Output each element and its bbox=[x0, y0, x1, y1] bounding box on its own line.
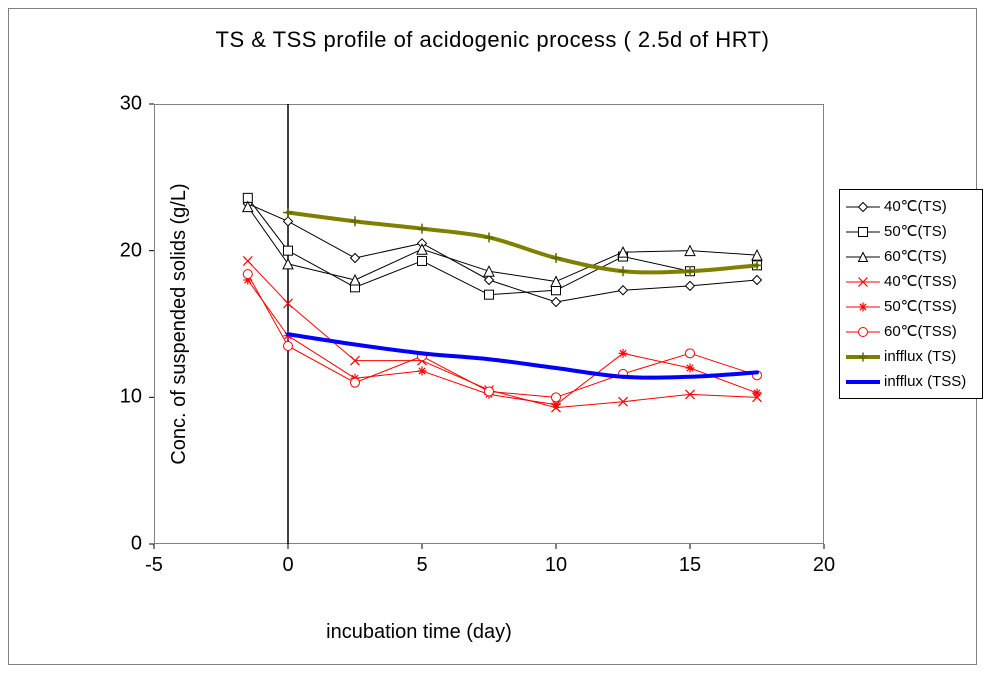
legend-swatch bbox=[846, 224, 880, 240]
y-tick-label: 20 bbox=[92, 239, 142, 262]
y-tick-label: 10 bbox=[92, 386, 142, 409]
x-tick-label: 15 bbox=[679, 554, 701, 577]
legend-item: 40℃(TSS) bbox=[846, 269, 976, 294]
legend-swatch bbox=[846, 324, 880, 340]
legend-item: 50℃(TSS) bbox=[846, 294, 976, 319]
legend-swatch bbox=[846, 199, 880, 215]
legend-swatch bbox=[846, 349, 880, 365]
legend-item: infflux (TSS) bbox=[846, 369, 976, 394]
legend-label: 60℃(TS) bbox=[884, 244, 947, 270]
x-tick-label: 5 bbox=[416, 554, 427, 577]
legend-item: 40℃(TS) bbox=[846, 194, 976, 219]
legend-label: 40℃(TS) bbox=[884, 194, 947, 220]
legend-label: infflux (TS) bbox=[884, 344, 956, 370]
plot-svg bbox=[144, 99, 834, 554]
x-tick-label: 0 bbox=[282, 554, 293, 577]
legend-label: 60℃(TSS) bbox=[884, 319, 957, 345]
legend-label: 50℃(TSS) bbox=[884, 294, 957, 320]
legend-swatch bbox=[846, 249, 880, 265]
legend-swatch bbox=[846, 299, 880, 315]
legend-item: 50℃(TS) bbox=[846, 219, 976, 244]
y-tick-label: 30 bbox=[92, 93, 142, 116]
legend: 40℃(TS)50℃(TS)60℃(TS)40℃(TSS)50℃(TSS)60℃… bbox=[839, 189, 983, 399]
chart-title: TS & TSS profile of acidogenic process (… bbox=[9, 27, 976, 53]
x-axis-label: incubation time (day) bbox=[9, 621, 829, 644]
legend-item: infflux (TS) bbox=[846, 344, 976, 369]
legend-label: 50℃(TS) bbox=[884, 219, 947, 245]
legend-item: 60℃(TSS) bbox=[846, 319, 976, 344]
legend-swatch bbox=[846, 274, 880, 290]
legend-swatch bbox=[846, 374, 880, 390]
x-tick-label: 20 bbox=[813, 554, 835, 577]
legend-label: infflux (TSS) bbox=[884, 369, 966, 395]
plot-area bbox=[154, 104, 824, 544]
chart-container: TS & TSS profile of acidogenic process (… bbox=[8, 8, 977, 665]
legend-label: 40℃(TSS) bbox=[884, 269, 957, 295]
legend-item: 60℃(TS) bbox=[846, 244, 976, 269]
x-tick-label: 10 bbox=[545, 554, 567, 577]
x-tick-label: -5 bbox=[145, 554, 163, 577]
y-tick-label: 0 bbox=[92, 533, 142, 556]
